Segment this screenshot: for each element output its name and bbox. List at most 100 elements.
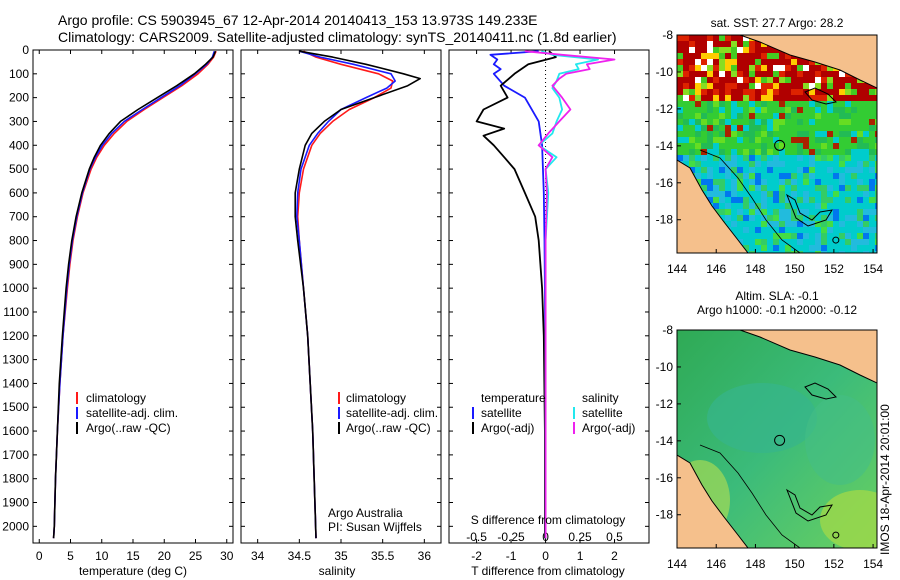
sst-cell [719,35,725,41]
sst-cell [713,53,719,59]
sst-cell [719,179,725,185]
sst-cell [755,119,761,125]
map-x-tick-label: 152 [824,557,844,571]
sst-cell [791,131,797,137]
sst-cell [749,215,755,221]
sst-cell [761,173,767,179]
sst-cell [833,131,839,137]
sst-cell [863,203,869,209]
sst-cell [809,77,815,83]
map-x-tick-label: 150 [785,262,805,276]
sst-cell [773,65,779,71]
sst-cell [689,119,695,125]
sst-cell [875,89,877,95]
sst-cell [773,47,779,53]
sst-cell [755,209,761,215]
sst-cell [863,89,869,95]
sst-cell [749,113,755,119]
sst-cell [713,137,719,143]
sst-cell [707,35,713,41]
sst-cell [761,77,767,83]
sst-cell [749,167,755,173]
sst-cell [785,179,791,185]
sst-cell [683,119,689,125]
sst-cell [725,131,731,137]
sst-cell [833,221,839,227]
sst-cell [695,173,701,179]
sst-cell [725,107,731,113]
sst-cell [689,77,695,83]
sst-cell [743,131,749,137]
float-position-marker [774,139,786,151]
sst-cell [737,149,743,155]
sst-cell [737,47,743,53]
float-position-marker [774,434,786,446]
sst-cell [803,197,809,203]
sst-cell [827,125,833,131]
sst-cell [761,143,767,149]
sst-cell [731,71,737,77]
sst-cell [851,185,857,191]
sst-cell [779,77,785,83]
sst-cell [773,185,779,191]
sst-cell [785,155,791,161]
temperature-legend: climatology satellite-adj. clim. Argo(..… [76,391,178,435]
sst-cell [701,71,707,77]
sst-cell [875,179,877,185]
sst-cell [689,167,695,173]
sst-cell [725,149,731,155]
y-tick-label: 1900 [2,496,29,510]
sst-cell [779,125,785,131]
sst-cell [803,125,809,131]
sst-cell [791,107,797,113]
sst-cell [845,167,851,173]
sst-cell [785,89,791,95]
sst-cell [773,107,779,113]
sst-cell [773,215,779,221]
sst-cell [719,143,725,149]
sst-cell [725,119,731,125]
sst-cell [755,131,761,137]
sst-cell [863,233,869,239]
sst-cell [767,227,773,233]
sst-cell [755,191,761,197]
sst-cell [773,95,779,101]
sst-cell [833,203,839,209]
sst-cell [749,221,755,227]
sst-cell [737,197,743,203]
sst-cell [743,245,749,251]
sst-cell [809,209,815,215]
sst-cell [761,95,767,101]
sst-cell [683,35,689,41]
sst-cell [755,137,761,143]
sst-cell [815,239,821,245]
sst-cell [755,167,761,173]
sst-cell [743,239,749,245]
sst-cell [767,95,773,101]
sst-cell [767,233,773,239]
sst-cell [695,35,701,41]
sst-cell [749,137,755,143]
sst-cell [785,149,791,155]
sst-cell [785,101,791,107]
sst-cell [827,137,833,143]
sst-cell [815,221,821,227]
sst-cell [743,191,749,197]
sst-cell [719,113,725,119]
sst-cell [701,59,707,65]
sst-cell [815,101,821,107]
australia-land [677,159,749,253]
sst-cell [791,227,797,233]
sst-cell [809,89,815,95]
sst-cell [869,149,875,155]
sst-cell [851,89,857,95]
sst-cell [809,65,815,71]
sst-cell [821,119,827,125]
sst-cell [719,215,725,221]
x-tick-label: 0 [36,549,43,563]
sst-cell [809,107,815,113]
sst-cell [749,245,755,251]
sst-cell [791,191,797,197]
sst-cell [827,149,833,155]
secondary-marker [832,236,840,244]
